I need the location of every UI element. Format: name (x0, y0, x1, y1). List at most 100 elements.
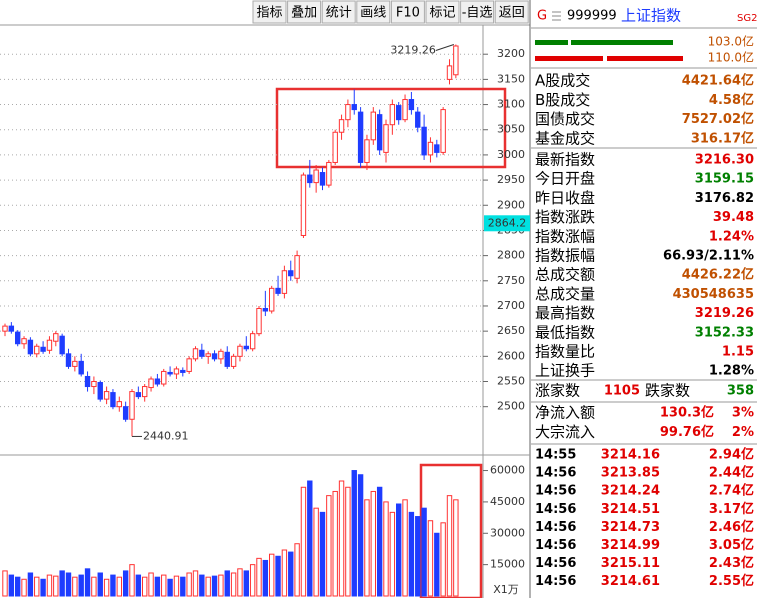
volume-bar (78, 574, 84, 597)
tick-price: 3214.61 (601, 574, 660, 589)
stat-label: A股成交 (535, 72, 590, 90)
y-tick-label: 3000 (497, 148, 525, 161)
volume-bar (218, 574, 224, 597)
volume-bar (357, 474, 364, 597)
toolbar-label[interactable]: 统计 (326, 6, 352, 21)
candle-body (199, 349, 205, 357)
y-tick-label: 15000 (490, 558, 525, 571)
buy-bar (571, 40, 673, 45)
volume-bar (269, 553, 275, 597)
toolbar-label[interactable]: 指标 (256, 6, 282, 21)
volume-bar (142, 576, 148, 597)
volume-bar (256, 557, 262, 597)
toolbar-label[interactable]: 画线 (360, 6, 386, 21)
low-label: 2440.91 (143, 429, 189, 442)
stat-value: 66.93/2.11% (663, 249, 754, 264)
y-tick-label: 2600 (497, 349, 525, 362)
toolbar-label[interactable]: F10 (396, 6, 420, 21)
right-header (535, 11, 683, 61)
toolbar-button[interactable] (460, 0, 495, 24)
candle-body (21, 338, 27, 345)
stat-label: 最高指数 (535, 304, 595, 322)
candle-body (53, 333, 59, 342)
candle-body (167, 371, 173, 375)
tick-amount: 2.55亿 (709, 573, 754, 589)
volume-bar (167, 578, 173, 597)
volume-bar (288, 551, 294, 597)
candle-body (269, 287, 275, 312)
candle-body (180, 369, 186, 373)
volume-bar (21, 578, 27, 597)
y-tick-label: 2900 (497, 198, 525, 211)
volume-bar (434, 532, 440, 597)
candle-body (161, 370, 167, 385)
volume-bar (27, 572, 34, 597)
toolbar-button[interactable] (287, 0, 322, 24)
tick-price: 3214.24 (601, 484, 660, 499)
stat-label: 最低指数 (535, 323, 595, 341)
candle-body (326, 161, 332, 186)
candle-body (218, 350, 224, 360)
candle-body (97, 382, 103, 400)
tick-price: 3214.73 (601, 520, 660, 535)
toolbar-label[interactable]: 标记 (429, 6, 455, 21)
candle-body (319, 172, 326, 186)
stat-label: 今日开盘 (535, 170, 595, 188)
candle-body (345, 104, 351, 121)
volume-bar (453, 499, 459, 597)
volume-bar (338, 480, 345, 597)
volume-bar (40, 578, 46, 597)
volume-bar (275, 555, 281, 597)
y-tick-label: 3050 (497, 123, 525, 136)
volume-bar (440, 522, 446, 597)
toolbar-label[interactable]: -自选 (462, 6, 493, 21)
volume-bar (110, 574, 116, 597)
stat-label: 基金成交 (535, 129, 595, 147)
candle-body (249, 333, 256, 350)
toolbar-label[interactable]: 叠加 (291, 6, 317, 21)
tick-price: 3215.11 (601, 556, 660, 571)
volume-bar (281, 549, 288, 597)
tick-amount: 3.17亿 (709, 501, 754, 517)
toolbar-button[interactable] (356, 0, 391, 24)
candle-body (173, 368, 180, 375)
stat-value: 3219.26 (695, 306, 754, 321)
flow-value: 130.3亿 (660, 405, 714, 421)
candle-body (154, 378, 161, 385)
stat-value: 316.17亿 (691, 130, 754, 146)
volume-bar (396, 503, 402, 597)
volume-bar (154, 576, 161, 597)
y-tick-label: 30000 (490, 526, 525, 539)
tick-amount: 2.46亿 (709, 519, 754, 535)
volume-bar (300, 486, 307, 597)
y-tick-label: 2700 (497, 299, 525, 312)
candle-body (275, 287, 281, 294)
volume-bar (2, 570, 8, 597)
volume-bar (383, 501, 389, 597)
stat-label: B股成交 (535, 91, 590, 109)
tick-amount: 2.44亿 (709, 465, 754, 481)
candle-body (415, 111, 421, 128)
toolbar-button[interactable] (425, 0, 460, 24)
y-tick-label: 60000 (490, 464, 525, 477)
candle-body (84, 375, 91, 388)
candle-body (148, 378, 154, 389)
stat-value: 3216.30 (695, 153, 754, 168)
toolbar-label[interactable]: 返回 (499, 6, 525, 21)
code-prefix: G (537, 9, 547, 24)
tick-amount: 2.74亿 (709, 483, 754, 499)
stat-label: 指数振幅 (535, 247, 595, 265)
candle-body (34, 345, 40, 355)
toolbar-button[interactable] (252, 0, 287, 24)
stat-value: 4.58亿 (709, 92, 754, 108)
toolbar-button[interactable] (390, 0, 425, 24)
toolbar-button[interactable] (321, 0, 356, 24)
volume-bar (237, 568, 243, 597)
toolbar-button[interactable] (494, 0, 529, 24)
stat-value: 4426.22亿 (682, 267, 754, 283)
candle-body (135, 392, 142, 398)
candle-body (27, 339, 34, 355)
candle-body (122, 406, 129, 420)
stat-value: 430548635 (673, 287, 754, 302)
